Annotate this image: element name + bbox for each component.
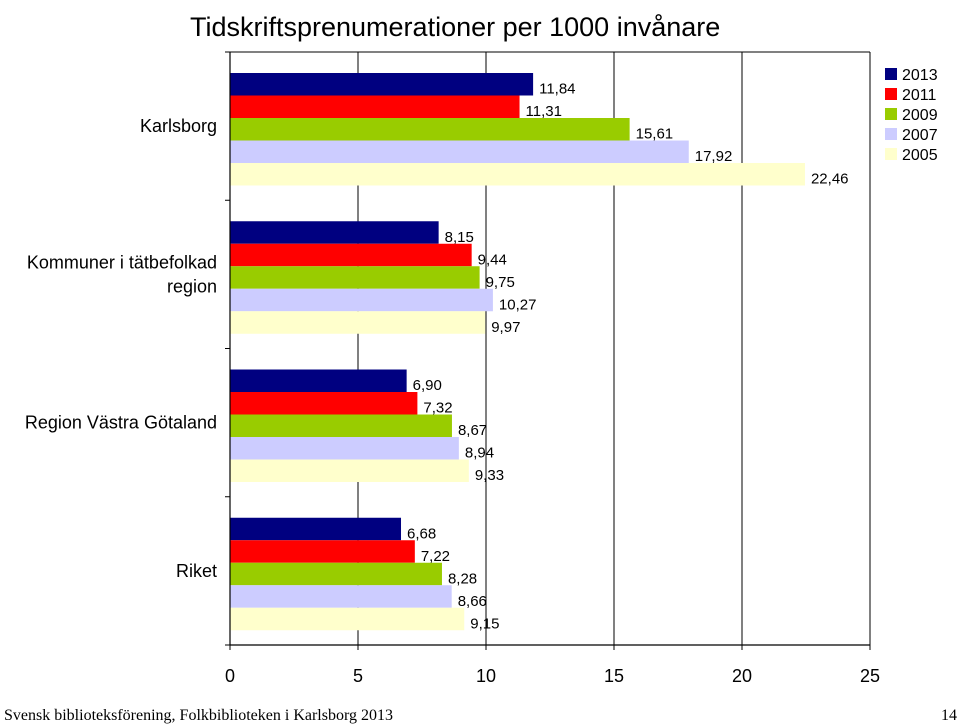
data-label: 9,33 [475, 467, 504, 484]
bar [230, 140, 689, 163]
data-label: 9,44 [478, 251, 507, 268]
bar [230, 221, 439, 244]
legend-swatch [885, 68, 897, 80]
data-label: 9,97 [491, 319, 520, 336]
category-label: Riket [176, 561, 217, 581]
legend-label: 2007 [902, 127, 938, 144]
page-number: 14 [941, 707, 957, 724]
x-tick-label: 20 [732, 666, 752, 686]
legend-label: 2013 [902, 67, 938, 84]
bar [230, 517, 402, 541]
bar [230, 540, 415, 563]
bar [230, 73, 534, 96]
x-tick-label: 5 [353, 666, 363, 686]
bar [230, 118, 630, 141]
data-label: 11,84 [539, 81, 575, 98]
data-label: 9,15 [470, 615, 499, 632]
bar [230, 459, 469, 482]
data-label: 6,90 [413, 377, 442, 394]
bar [230, 243, 472, 267]
x-tick-label: 25 [860, 666, 880, 686]
legend-label: 2009 [902, 107, 938, 124]
data-label: 8,28 [448, 570, 477, 587]
legend-label: 2005 [902, 147, 938, 164]
bar [230, 562, 442, 586]
data-label: 15,61 [636, 126, 674, 143]
legend-swatch [885, 88, 897, 100]
footer-source: Svensk biblioteksförening, Folkbibliotek… [4, 707, 394, 724]
legend-swatch [885, 128, 897, 140]
legend-label: 2011 [902, 87, 937, 104]
bar [230, 163, 805, 186]
data-label: 17,92 [695, 148, 733, 165]
category-label: Karlsborg [140, 116, 217, 136]
data-label: 8,66 [458, 593, 487, 610]
bar [230, 607, 465, 631]
data-label: 8,67 [458, 422, 487, 439]
bar [230, 392, 418, 415]
chart-title: Tidskriftsprenumerationer per 1000 invån… [190, 12, 721, 42]
data-label: 22,46 [811, 171, 849, 188]
bar [230, 266, 480, 289]
bar [230, 369, 407, 392]
legend-swatch [885, 148, 897, 160]
bar [230, 311, 486, 334]
data-label: 11,31 [526, 103, 562, 120]
x-tick-label: 15 [604, 666, 624, 686]
bar [230, 437, 459, 460]
legend-swatch [885, 108, 897, 120]
data-label: 10,27 [499, 296, 537, 313]
data-label: 7,22 [421, 548, 450, 565]
data-label: 6,68 [407, 525, 436, 542]
data-label: 8,94 [465, 445, 494, 462]
x-tick-label: 0 [225, 666, 235, 686]
category-label: Region Västra Götaland [25, 413, 217, 433]
bar [230, 414, 452, 437]
data-label: 8,15 [445, 229, 474, 246]
bar [230, 585, 452, 608]
x-tick-label: 10 [476, 666, 496, 686]
bar [230, 95, 520, 118]
category-label: Kommuner i tätbefolkad region [27, 252, 217, 296]
data-label: 7,32 [423, 400, 452, 417]
data-label: 9,75 [486, 274, 515, 291]
bar [230, 288, 493, 312]
